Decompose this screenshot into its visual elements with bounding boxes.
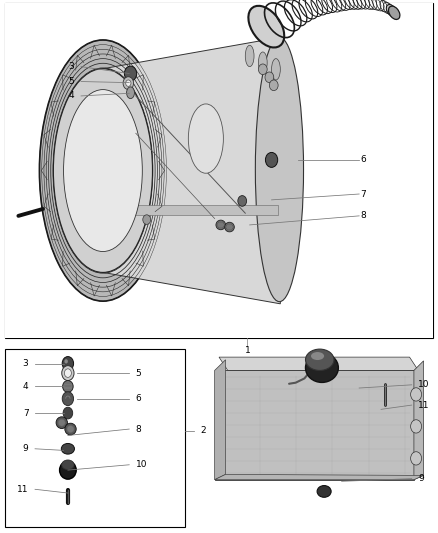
Ellipse shape bbox=[272, 59, 280, 80]
Text: 4: 4 bbox=[69, 92, 74, 100]
Ellipse shape bbox=[53, 69, 152, 272]
Ellipse shape bbox=[410, 388, 421, 401]
Ellipse shape bbox=[188, 104, 223, 173]
Circle shape bbox=[62, 392, 74, 406]
Text: 10: 10 bbox=[418, 381, 430, 389]
Ellipse shape bbox=[64, 90, 142, 252]
Text: 11: 11 bbox=[17, 485, 28, 494]
Ellipse shape bbox=[63, 381, 73, 392]
Bar bbox=[77, 205, 278, 215]
Circle shape bbox=[265, 152, 278, 167]
Circle shape bbox=[123, 77, 134, 90]
Ellipse shape bbox=[255, 37, 304, 302]
Polygon shape bbox=[103, 37, 280, 304]
Circle shape bbox=[62, 366, 74, 381]
Text: 11: 11 bbox=[418, 401, 430, 409]
Ellipse shape bbox=[56, 417, 67, 429]
Ellipse shape bbox=[386, 4, 397, 17]
Circle shape bbox=[126, 80, 131, 86]
Circle shape bbox=[64, 369, 71, 377]
Ellipse shape bbox=[39, 40, 166, 301]
Ellipse shape bbox=[258, 52, 267, 73]
Text: 9: 9 bbox=[23, 445, 28, 453]
Ellipse shape bbox=[305, 353, 338, 383]
Ellipse shape bbox=[248, 6, 284, 47]
Circle shape bbox=[143, 215, 151, 224]
Bar bbox=[215, 370, 414, 480]
Text: 8: 8 bbox=[360, 212, 366, 220]
Text: 10: 10 bbox=[136, 461, 147, 469]
Circle shape bbox=[62, 357, 74, 370]
Circle shape bbox=[265, 72, 274, 83]
Text: 3: 3 bbox=[69, 62, 74, 71]
Text: 7: 7 bbox=[23, 409, 28, 417]
Text: 9: 9 bbox=[418, 474, 424, 483]
Text: 4: 4 bbox=[23, 382, 28, 391]
Text: 1: 1 bbox=[244, 346, 251, 355]
Ellipse shape bbox=[410, 420, 421, 433]
Text: 8: 8 bbox=[136, 425, 141, 433]
Circle shape bbox=[258, 64, 267, 75]
Text: 3: 3 bbox=[23, 359, 28, 368]
Ellipse shape bbox=[127, 87, 134, 99]
Ellipse shape bbox=[245, 45, 254, 67]
Ellipse shape bbox=[389, 6, 400, 19]
Ellipse shape bbox=[61, 443, 74, 454]
Ellipse shape bbox=[317, 486, 331, 497]
Polygon shape bbox=[219, 357, 418, 370]
Ellipse shape bbox=[58, 419, 65, 426]
Ellipse shape bbox=[65, 423, 76, 435]
Circle shape bbox=[238, 196, 247, 206]
Bar bbox=[5, 3, 433, 338]
Circle shape bbox=[64, 359, 68, 364]
Circle shape bbox=[63, 407, 73, 419]
Ellipse shape bbox=[410, 452, 421, 465]
Circle shape bbox=[124, 66, 137, 81]
Ellipse shape bbox=[305, 349, 334, 370]
Text: 5: 5 bbox=[136, 369, 141, 377]
Polygon shape bbox=[215, 360, 226, 480]
Text: 5: 5 bbox=[69, 77, 74, 86]
Ellipse shape bbox=[216, 220, 226, 230]
Ellipse shape bbox=[60, 461, 76, 479]
Ellipse shape bbox=[62, 460, 74, 470]
Polygon shape bbox=[414, 361, 424, 480]
Text: 7: 7 bbox=[360, 190, 366, 198]
Circle shape bbox=[269, 80, 278, 91]
Text: 2: 2 bbox=[201, 426, 206, 435]
Ellipse shape bbox=[67, 425, 74, 433]
Polygon shape bbox=[215, 474, 424, 480]
Text: 6: 6 bbox=[136, 394, 141, 403]
Ellipse shape bbox=[225, 222, 234, 232]
Text: 6: 6 bbox=[360, 156, 366, 164]
Bar bbox=[5, 3, 433, 338]
Bar bbox=[5, 349, 185, 527]
Ellipse shape bbox=[311, 352, 324, 360]
